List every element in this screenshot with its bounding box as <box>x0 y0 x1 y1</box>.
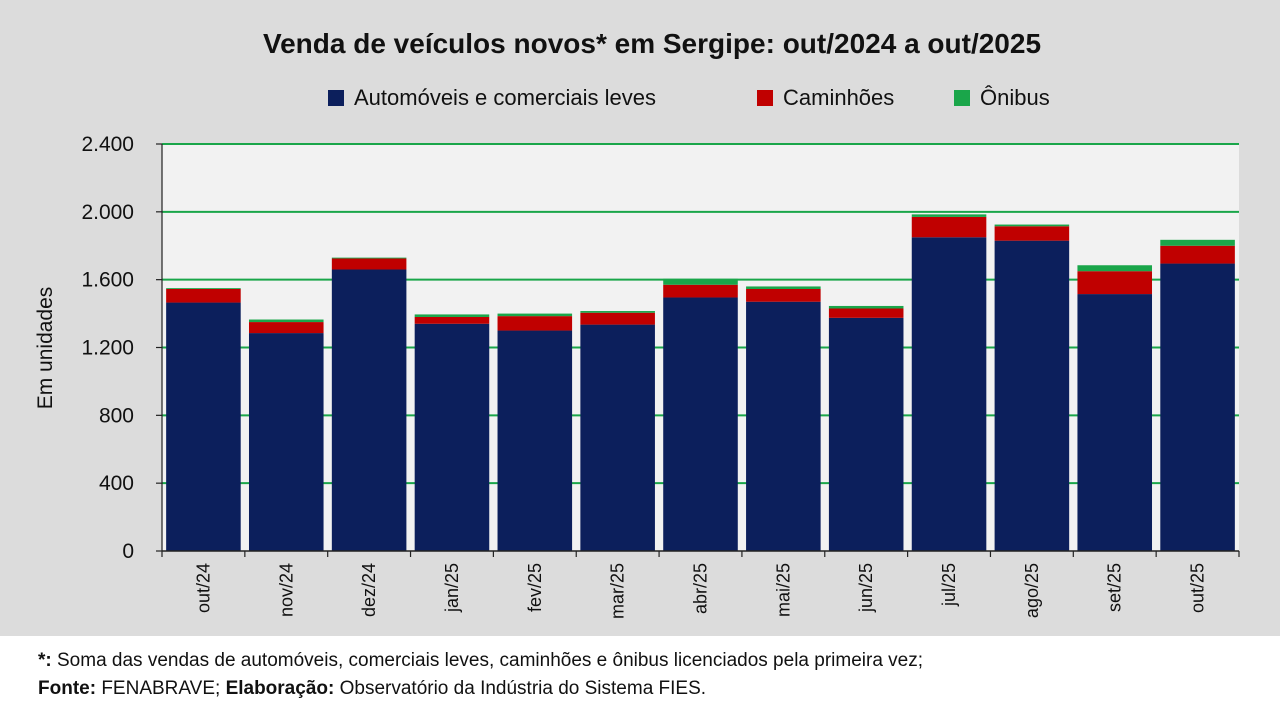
y-tick-label: 400 <box>99 472 134 495</box>
bar-segment-automoveis <box>746 301 821 551</box>
x-tick-label: jun/25 <box>856 563 876 613</box>
bar-segment-caminhoes <box>331 258 407 270</box>
bar-segment-onibus <box>828 305 904 309</box>
x-tick-label: out/24 <box>193 563 213 613</box>
x-tick-label: dez/24 <box>359 563 379 617</box>
x-tick-label: set/25 <box>1105 563 1125 612</box>
footnote-text: Soma das vendas de automóveis, comerciai… <box>51 650 924 671</box>
x-tick-label: abr/25 <box>691 563 711 614</box>
stacked-bar-chart: Venda de veículos novos* em Sergipe: out… <box>34 28 1240 619</box>
bar-segment-caminhoes <box>828 308 904 318</box>
bar-segment-onibus <box>994 224 1070 227</box>
bar-segment-caminhoes <box>248 322 324 334</box>
bar-segment-automoveis <box>994 240 1070 551</box>
bars <box>166 214 1235 552</box>
bar-segment-automoveis <box>248 333 324 551</box>
footnote-label: *: <box>38 650 52 671</box>
bar-segment-caminhoes <box>663 284 738 298</box>
bar-segment-onibus <box>663 278 738 285</box>
bar-segment-caminhoes <box>746 288 821 302</box>
bar-segment-caminhoes <box>497 316 573 331</box>
bar-segment-caminhoes <box>580 312 655 325</box>
bar-segment-automoveis <box>663 297 738 551</box>
bar-segment-onibus <box>248 319 324 323</box>
bar-segment-caminhoes <box>1160 245 1235 264</box>
y-tick-label: 1.200 <box>81 337 134 360</box>
bar-segment-caminhoes <box>166 288 241 303</box>
y-axis-ticks: 0 400 800 1.200 1.600 2.000 2.400 <box>81 133 163 563</box>
x-tick-label: jan/25 <box>442 563 462 613</box>
y-axis-label: Em unidades <box>34 287 57 410</box>
y-tick-label: 1.600 <box>81 269 134 292</box>
bar-segment-onibus <box>166 288 241 289</box>
legend: Automóveis e comerciais leves Caminhões Ôn… <box>328 85 1050 110</box>
footer: *: Soma das vendas de automóveis, comerc… <box>0 636 1280 720</box>
bar-segment-onibus <box>497 313 573 317</box>
source-text: FENABRAVE; <box>96 678 226 699</box>
bar-segment-automoveis <box>580 324 655 551</box>
bar-segment-caminhoes <box>994 226 1070 241</box>
legend-swatch <box>757 90 773 106</box>
source-line: Fonte: FENABRAVE; Elaboração: Observatór… <box>38 678 706 700</box>
bar-segment-automoveis <box>497 330 573 551</box>
elaboration-text: Observatório da Indústria do Sistema FIE… <box>334 678 707 699</box>
bar-segment-automoveis <box>1077 294 1153 551</box>
y-tick-label: 0 <box>122 540 134 563</box>
x-tick-label: jul/25 <box>939 563 959 607</box>
bar-segment-onibus <box>746 286 821 289</box>
bar-segment-automoveis <box>414 323 490 551</box>
chart-panel: Venda de veículos novos* em Sergipe: out… <box>0 0 1280 636</box>
x-tick-label: mar/25 <box>608 563 628 619</box>
bar-segment-automoveis <box>828 317 904 551</box>
x-tick-label: mai/25 <box>773 563 793 617</box>
bar-segment-caminhoes <box>414 316 490 324</box>
bar-segment-caminhoes <box>911 216 987 238</box>
y-tick-label: 2.400 <box>81 133 134 156</box>
bar-segment-automoveis <box>911 237 987 552</box>
source-label: Fonte: <box>38 678 97 699</box>
legend-label: Ônibus <box>980 85 1050 110</box>
x-axis-ticks: out/24 nov/24 dez/24 jan/25 fev/25 mar/25 abr/… <box>161 551 1240 619</box>
bar-segment-automoveis <box>1160 263 1235 551</box>
legend-swatch <box>954 90 970 106</box>
bar-segment-caminhoes <box>1077 271 1153 295</box>
bar-segment-onibus <box>1160 239 1235 246</box>
legend-label: Automóveis e comerciais leves <box>354 85 656 110</box>
bar-segment-onibus <box>911 214 987 217</box>
chart-title: Venda de veículos novos* em Sergipe: out… <box>263 28 1041 59</box>
x-tick-label: nov/24 <box>276 563 296 617</box>
x-tick-label: fev/25 <box>525 563 545 612</box>
x-tick-label: ago/25 <box>1022 563 1042 618</box>
bar-segment-onibus <box>414 314 490 317</box>
bar-segment-onibus <box>580 311 655 313</box>
legend-swatch <box>328 90 344 106</box>
y-tick-label: 2.000 <box>81 201 134 224</box>
bar-segment-automoveis <box>331 269 407 551</box>
x-tick-label: out/25 <box>1188 563 1208 613</box>
bar-segment-automoveis <box>166 302 241 551</box>
legend-label: Caminhões <box>783 85 894 110</box>
y-tick-label: 800 <box>99 404 134 427</box>
elaboration-label: Elaboração: <box>225 678 335 699</box>
bar-segment-onibus <box>331 257 407 259</box>
footnote: *: Soma das vendas de automóveis, comerc… <box>38 650 923 672</box>
bar-segment-onibus <box>1077 265 1153 272</box>
